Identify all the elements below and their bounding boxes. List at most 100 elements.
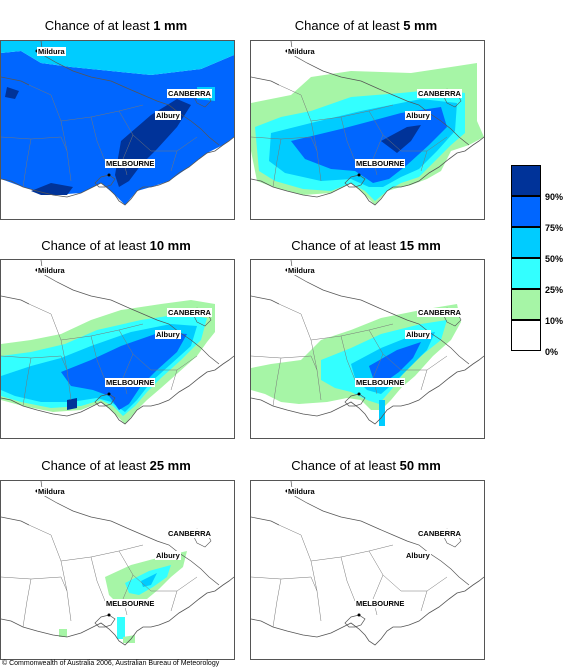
district-line-4 — [251, 576, 318, 592]
legend-swatch-10 — [511, 289, 541, 320]
rain-probability-region — [379, 400, 385, 426]
victoria-map: Mildura CANBERRA Albury MELBOURNE — [250, 480, 485, 660]
district-line-5 — [118, 110, 198, 152]
district-line-5 — [118, 550, 198, 592]
victoria-map: Mildura CANBERRA Albury MELBOURNE — [0, 40, 235, 220]
panel-title: Chance of at least 50 mm — [250, 458, 482, 473]
map-svg — [1, 481, 234, 646]
place-label-canberra: CANBERRA — [417, 308, 462, 317]
place-label-melbourne: MELBOURNE — [105, 159, 156, 168]
rain-probability-region — [381, 125, 421, 153]
panel-threshold: 5 mm — [403, 18, 438, 33]
district-line-4 — [251, 355, 318, 371]
district-line-2 — [60, 544, 144, 562]
legend-swatch-50 — [511, 227, 541, 258]
legend-label-90: 90% — [545, 192, 564, 202]
panel-title: Chance of at least 15 mm — [250, 238, 482, 253]
place-label-mildura: Mildura — [37, 266, 66, 275]
coastline — [251, 576, 484, 646]
nsw-vic-border — [40, 481, 220, 586]
map-svg — [251, 260, 484, 426]
district-line-5 — [368, 329, 448, 371]
victoria-map: Mildura CANBERRA Albury MELBOURNE — [0, 259, 235, 439]
district-line-1 — [278, 524, 322, 622]
district-line-7 — [22, 578, 32, 628]
district-line-3 — [340, 556, 356, 602]
district-line-7 — [272, 138, 282, 188]
place-label-albury: Albury — [405, 551, 431, 560]
port-phillip — [94, 614, 116, 628]
panel-title-prefix: Chance of at least — [294, 18, 400, 33]
place-label-albury: Albury — [155, 111, 181, 120]
place-label-canberra: CANBERRA — [167, 308, 212, 317]
panel-title-prefix: Chance of at least — [291, 458, 396, 473]
nsw-vic-border — [290, 260, 470, 365]
place-label-mildura: Mildura — [287, 47, 316, 56]
nsw-vic-border — [290, 41, 470, 146]
legend-swatch-90 — [511, 165, 541, 196]
district-line-4 — [1, 355, 68, 371]
rain-probability-region — [5, 87, 19, 99]
map-svg — [1, 260, 234, 425]
district-line-8 — [170, 369, 178, 391]
district-line-3 — [340, 116, 356, 162]
nsw-vic-border — [40, 260, 220, 365]
district-line-2 — [310, 544, 394, 562]
district-line-5 — [368, 550, 448, 592]
sa-vic-border — [251, 516, 280, 526]
place-label-mildura: Mildura — [37, 487, 66, 496]
melbourne-dot — [107, 173, 111, 177]
map-svg — [251, 481, 484, 646]
coastline — [1, 576, 234, 646]
place-label-canberra: CANBERRA — [167, 89, 212, 98]
district-line-7 — [272, 357, 282, 407]
panel-title-prefix: Chance of at least — [44, 18, 150, 33]
melbourne-dot — [357, 173, 361, 177]
sa-vic-border — [1, 295, 30, 305]
place-label-melbourne: MELBOURNE — [355, 599, 406, 608]
legend-label-0: 0% — [545, 347, 559, 357]
rain-probability-region — [291, 107, 447, 183]
port-phillip — [344, 393, 366, 407]
panel-threshold: 50 mm — [399, 458, 441, 473]
legend-swatch-25 — [511, 258, 541, 289]
nsw-vic-border — [290, 481, 470, 586]
port-phillip — [94, 174, 116, 188]
port-phillip — [94, 393, 116, 407]
copyright-notice: © Commonwealth of Australia 2006, Austra… — [2, 660, 220, 667]
sa-vic-border — [251, 295, 280, 305]
legend-label-50: 50% — [545, 254, 564, 264]
district-line-1 — [28, 524, 72, 622]
district-line-3 — [90, 116, 106, 162]
coastline — [251, 136, 484, 206]
district-line-2 — [310, 104, 394, 122]
victoria-map: Mildura CANBERRA Albury MELBOURNE — [0, 480, 235, 660]
district-line-3 — [340, 335, 356, 381]
district-line-2 — [60, 323, 144, 341]
coastline — [1, 355, 234, 425]
place-label-canberra: CANBERRA — [417, 529, 462, 538]
panel-title-prefix: Chance of at least — [41, 238, 146, 253]
coastline — [1, 136, 234, 206]
rain-probability-region — [59, 629, 67, 637]
panel-threshold: 10 mm — [149, 238, 191, 253]
place-label-canberra: CANBERRA — [167, 529, 212, 538]
district-line-6 — [372, 574, 384, 616]
district-line-5 — [368, 110, 448, 152]
panel-threshold: 1 mm — [153, 18, 188, 33]
port-phillip — [344, 614, 366, 628]
panel-threshold: 25 mm — [149, 458, 191, 473]
place-label-mildura: Mildura — [37, 47, 66, 56]
place-label-mildura: Mildura — [287, 266, 316, 275]
district-line-7 — [22, 357, 32, 407]
rain-probability-region — [67, 398, 77, 410]
rain-probability-region — [117, 617, 125, 639]
district-line-7 — [272, 578, 282, 628]
district-line-3 — [90, 335, 106, 381]
district-line-8 — [170, 150, 178, 172]
place-label-melbourne: MELBOURNE — [105, 599, 156, 608]
nsw-vic-border — [40, 41, 220, 146]
sa-vic-border — [251, 76, 280, 86]
panel-title-prefix: Chance of at least — [41, 458, 146, 473]
district-line-8 — [420, 369, 428, 391]
